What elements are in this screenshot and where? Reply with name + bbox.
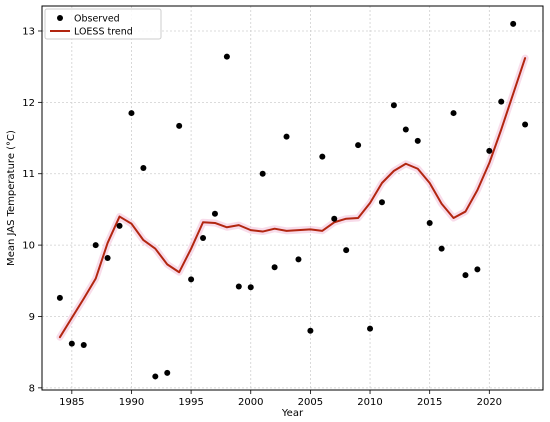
data-point	[104, 254, 111, 261]
x-tick-label: 2005	[298, 397, 323, 408]
x-axis-label: Year	[281, 408, 304, 419]
y-tick-label: 10	[22, 241, 35, 252]
legend-box	[44, 8, 162, 40]
data-point	[128, 110, 135, 117]
data-point	[462, 272, 469, 279]
y-tick-label: 8	[29, 383, 35, 394]
data-point	[223, 53, 230, 60]
y-tick-label: 11	[22, 169, 35, 180]
data-point	[176, 122, 183, 129]
y-tick-label: 12	[22, 98, 35, 109]
data-point	[438, 245, 445, 252]
x-tick-label: 1995	[178, 397, 203, 408]
x-tick-label: 2020	[477, 397, 502, 408]
data-point	[390, 102, 397, 109]
plot-area	[56, 20, 529, 380]
x-tick-label: 2010	[357, 397, 382, 408]
data-point	[211, 210, 218, 217]
data-point	[331, 215, 338, 222]
data-point	[271, 264, 278, 271]
legend-marker-observed	[57, 15, 63, 21]
x-tick-label: 1990	[119, 397, 144, 408]
data-point	[498, 98, 505, 105]
x-tick-label: 2000	[238, 397, 263, 408]
x-tick-label: 1985	[59, 397, 84, 408]
y-axis-label: Mean JAS Temperature (°C)	[6, 130, 17, 266]
data-point	[367, 325, 374, 332]
y-tick-label: 9	[29, 312, 35, 323]
grid	[42, 6, 543, 390]
data-point	[283, 133, 290, 140]
y-axis-ticks: 8 9 10 11 12 13	[22, 26, 42, 394]
legend-label-observed: Observed	[74, 14, 120, 25]
data-point	[343, 247, 350, 254]
data-point	[247, 284, 254, 291]
data-point	[522, 121, 529, 128]
y-tick-label: 13	[22, 26, 35, 37]
data-point	[474, 266, 481, 273]
data-point	[92, 242, 99, 249]
plot-frame	[41, 5, 544, 391]
data-point	[510, 20, 517, 27]
data-point	[80, 342, 87, 349]
data-point	[486, 147, 493, 154]
data-point	[116, 222, 123, 229]
data-point	[402, 126, 409, 133]
trend-line	[58, 57, 527, 339]
trend-line-shadow	[56, 54, 529, 341]
data-point	[355, 142, 362, 149]
data-point	[307, 327, 314, 334]
legend: Observed LOESS trend	[44, 8, 162, 40]
data-point	[319, 153, 326, 160]
data-point	[140, 165, 147, 172]
data-point	[259, 170, 266, 177]
data-point	[414, 137, 421, 144]
data-point	[152, 373, 159, 380]
data-point	[426, 219, 433, 226]
data-point	[200, 234, 207, 241]
data-point	[68, 340, 75, 347]
data-point	[188, 276, 195, 283]
data-point	[235, 283, 242, 290]
x-axis-ticks: 1985 1990 1995 2000 2005 2010 2015 2020	[59, 390, 502, 408]
data-point	[450, 110, 457, 117]
x-tick-label: 2015	[417, 397, 442, 408]
data-point	[378, 199, 385, 206]
data-point	[164, 369, 171, 376]
data-point	[56, 294, 63, 301]
legend-label-loess: LOESS trend	[74, 27, 133, 38]
data-point	[295, 256, 302, 263]
